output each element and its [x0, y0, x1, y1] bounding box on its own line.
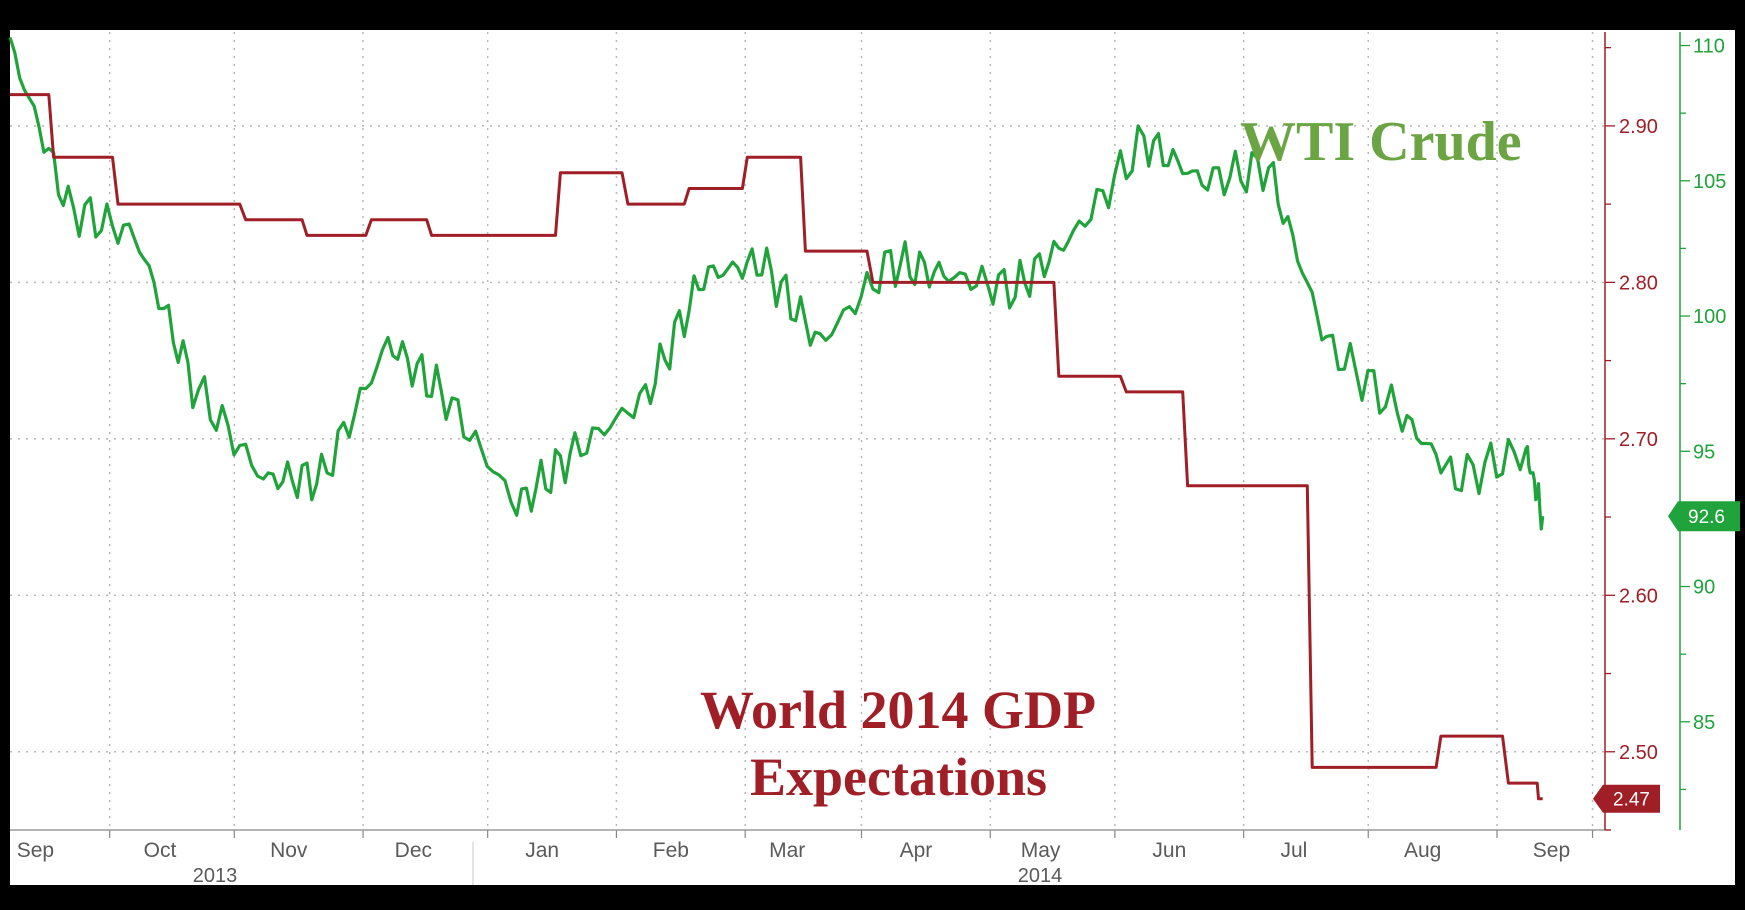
x-tick-label: Dec — [395, 839, 432, 862]
x-tick-label: Apr — [900, 839, 933, 862]
wti-crude-annotation: WTI Crude — [1240, 111, 1522, 173]
x-tick-label: Mar — [769, 839, 805, 862]
x-tick-label: Jun — [1152, 839, 1186, 862]
gdp-expectations-line — [10, 93, 1543, 801]
gdp-axis-tick-label: 2.90 — [1619, 116, 1658, 138]
axes-layer: Sep Oct Nov Dec Jan Feb Mar Apr May Jun Jul Aug Sep 2… — [10, 32, 1740, 887]
chart-area — [10, 30, 1735, 887]
gdp-annotation-line1: World 2014 GDP — [700, 680, 1096, 740]
x-tick-label: Aug — [1404, 839, 1441, 862]
x-tick-label: Sep — [17, 839, 54, 862]
wti-axis-tick-label: 95 — [1693, 441, 1715, 463]
x-tick-label: Jan — [525, 839, 559, 862]
bottom-bar — [0, 885, 1745, 910]
gdp-annotation-line2: Expectations — [750, 747, 1047, 807]
x-tick-label: Sep — [1533, 839, 1570, 862]
wti-last-value-label: 92.6 — [1688, 507, 1725, 528]
gdp-axis-tick-label: 2.70 — [1619, 429, 1658, 451]
wti-crude-line — [8, 36, 1545, 531]
gdp-last-value-label: 2.47 — [1613, 790, 1650, 811]
x-tick-label: Feb — [653, 839, 689, 862]
wti-axis-tick-label: 105 — [1693, 171, 1726, 193]
wti-last-value-badge — [1668, 501, 1740, 532]
gdp-axis-tick-label: 2.80 — [1619, 272, 1658, 294]
x-year-label: 2014 — [1018, 865, 1063, 887]
gdp-last-value-badge — [1593, 784, 1660, 813]
x-tick-label: Jul — [1281, 839, 1308, 862]
x-tick-label: May — [1021, 839, 1061, 862]
grid-layer — [10, 32, 1605, 830]
x-year-label: 2013 — [193, 865, 238, 887]
wti-axis-tick-label: 100 — [1693, 306, 1726, 328]
x-tick-label: Oct — [144, 839, 177, 862]
x-tick-label: Nov — [270, 839, 308, 862]
gdp-axis-tick-label: 2.50 — [1619, 742, 1658, 764]
series-layer — [8, 36, 1545, 801]
annotation-layer: WTI Crude World 2014 GDP Expectations — [700, 111, 1522, 807]
wti-axis-tick-label: 110 — [1693, 36, 1725, 58]
gdp-axis-tick-label: 2.60 — [1619, 585, 1658, 607]
wti-axis-tick-label: 85 — [1693, 712, 1715, 734]
wti-axis-tick-label: 90 — [1693, 577, 1715, 599]
